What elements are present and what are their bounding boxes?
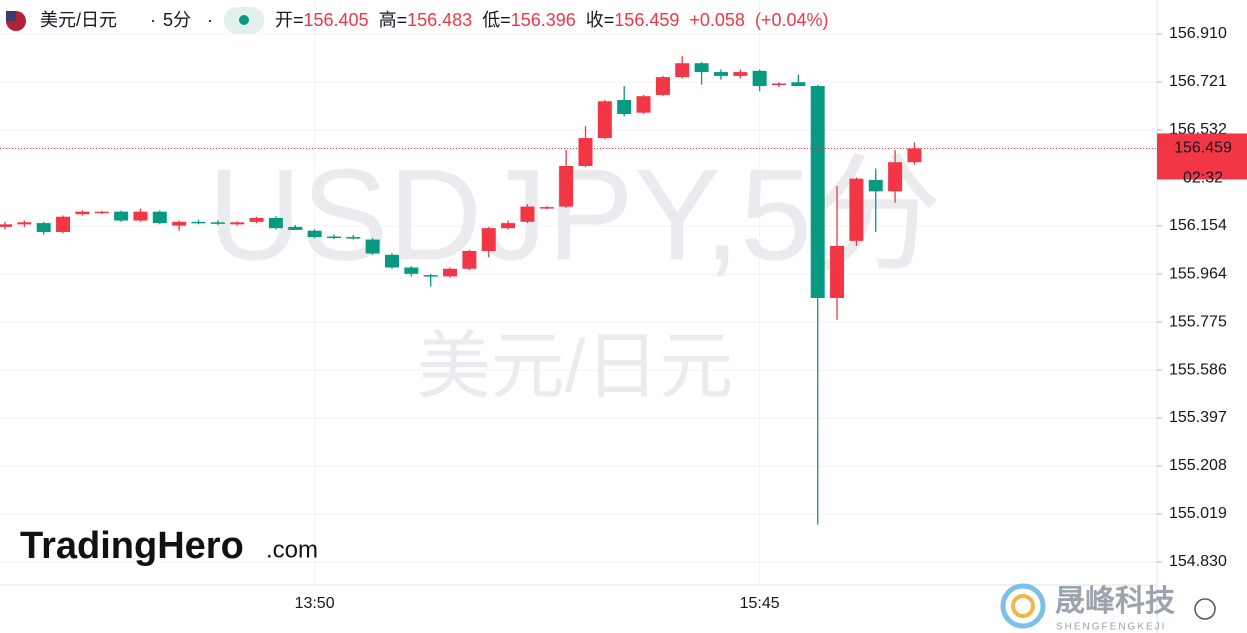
candle-body (56, 216, 71, 232)
header-close-label: 收= (586, 10, 615, 30)
header-open-label: 开= (275, 10, 304, 30)
company-name: 晟峰科技 (1055, 585, 1175, 618)
candle-body (462, 251, 477, 269)
header-open: 156.405 (304, 10, 369, 30)
candle-body (907, 148, 922, 163)
candle-body (655, 77, 670, 95)
candle-body (94, 211, 109, 214)
tradinghero-suffix: .com (266, 536, 318, 563)
candle-body (868, 179, 883, 192)
y-tick-label: 155.208 (1169, 457, 1227, 474)
candle-body (810, 86, 825, 298)
company-icon (1000, 583, 1046, 629)
separator: · (207, 10, 213, 30)
x-tick-label: 15:45 (740, 595, 780, 612)
branding: TradingHero .com 晟峰科技 SHENGFENGKEJI (20, 525, 1216, 633)
candle-body (210, 222, 225, 224)
candle-body (133, 211, 148, 221)
candle-body (326, 236, 341, 239)
candle-body (385, 254, 399, 268)
y-tick-label: 154.830 (1169, 553, 1227, 570)
header-low: 156.396 (511, 10, 576, 30)
grid (0, 0, 1157, 585)
y-tick-label: 156.721 (1169, 73, 1227, 90)
header: 美元/日元 · 5分 · 开=156.405 高=156.483 低=156.396… (6, 7, 828, 34)
candle-body (191, 221, 206, 224)
candle-body (830, 245, 845, 298)
interval: 5分 (163, 10, 191, 30)
candle-body (539, 207, 554, 209)
header-high-label: 高= (379, 10, 408, 30)
y-tick-label: 155.397 (1169, 409, 1227, 426)
candle-body (230, 222, 245, 225)
candle-body (597, 101, 612, 139)
y-tick-label: 155.775 (1169, 313, 1227, 330)
candle-body (307, 230, 322, 238)
candle-body (114, 211, 129, 221)
candle-body (404, 267, 419, 274)
status-dot (239, 15, 249, 25)
flag-icon (6, 11, 16, 21)
last-price-badge (1157, 133, 1247, 180)
candle-body (752, 70, 767, 87)
candle-body (694, 63, 709, 73)
symbol: 美元/日元 (40, 10, 117, 30)
header-close: 156.459 (614, 10, 679, 30)
candle-body (75, 211, 90, 215)
header-change-pct: (+0.04%) (755, 10, 829, 30)
company-pinyin: SHENGFENGKEJI (1056, 622, 1166, 633)
y-tick-label: 156.910 (1169, 25, 1227, 42)
y-tick-label: 155.019 (1169, 505, 1227, 522)
candle-body (346, 237, 361, 239)
candle-body (172, 221, 187, 226)
candle-body (268, 218, 283, 229)
candle-body (152, 211, 167, 224)
header-change: +0.058 (689, 10, 745, 30)
header-low-label: 低= (482, 10, 511, 30)
candle-body (617, 99, 632, 114)
last-price-label: 156.459 (1174, 140, 1232, 157)
header-high: 156.483 (407, 10, 472, 30)
settings-icon[interactable] (1194, 598, 1216, 620)
candle-body (365, 239, 380, 254)
candle-body (0, 224, 13, 227)
candle-body (249, 218, 264, 222)
y-tick-label: 156.154 (1169, 217, 1227, 234)
candle-body (733, 72, 748, 76)
candle-body (288, 226, 303, 230)
ohlc: 开=156.405 高=156.483 低=156.396 收=156.459 +0.0… (275, 10, 828, 30)
company-icon (1011, 594, 1035, 618)
candle-body (520, 206, 535, 222)
y-tick-label: 155.964 (1169, 265, 1227, 282)
candle-body (849, 178, 864, 241)
candle-body (501, 223, 516, 229)
tradinghero-logo: TradingHero (20, 525, 244, 567)
candle-body (559, 165, 574, 207)
y-tick-label: 155.586 (1169, 361, 1227, 378)
countdown: 02:32 (1183, 170, 1223, 187)
candle-body (791, 82, 806, 87)
candle-body (578, 138, 593, 166)
candle-body (443, 268, 458, 277)
separator: · (150, 10, 156, 30)
candle-body (675, 63, 690, 78)
candle-body (888, 162, 903, 192)
candle-body (636, 96, 651, 113)
candle-body (17, 222, 32, 225)
candle-body (423, 275, 438, 277)
candle-body (481, 228, 496, 252)
candle-body (36, 223, 51, 232)
x-tick-label: 13:50 (295, 595, 335, 612)
candle-body (772, 83, 786, 85)
candle-body (713, 72, 728, 76)
watermark-name: 美元/日元 (417, 325, 734, 408)
